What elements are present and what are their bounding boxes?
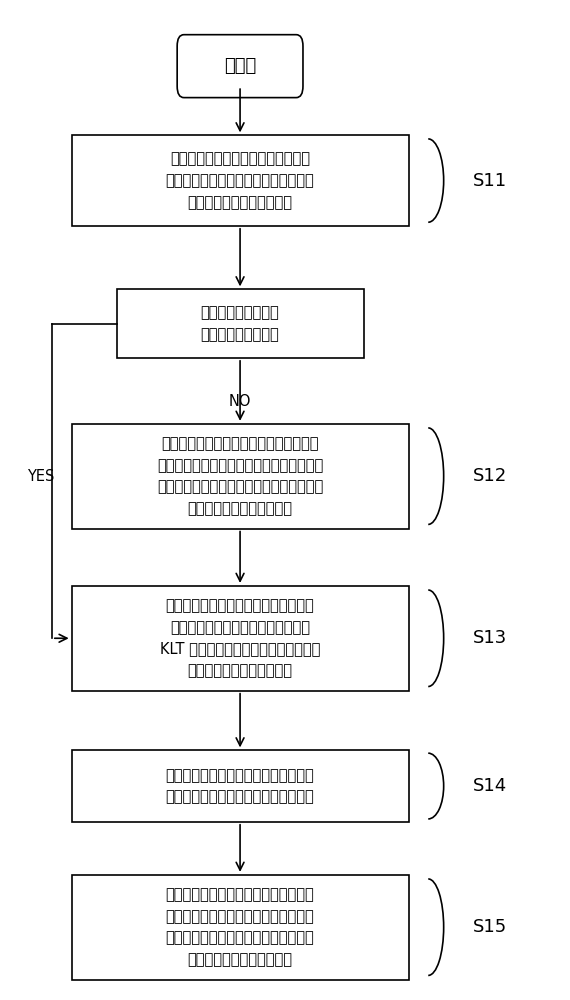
Bar <box>72 586 409 691</box>
Text: 优化当前帧能观测到的所有三维特征点
的坐标，使得三维特征点在所有观测到
它的关键帧中，直接投影的坐标和实际
成像位置的误差平方和最小: 优化当前帧能观测到的所有三维特征点 的坐标，使得三维特征点在所有观测到 它的关键… <box>166 887 315 967</box>
Bar <box>72 875 409 980</box>
Text: 用高斯－牛顿迭代算法最小化当前帧
和参考帧之间的边沿点加权灰度残差，
获得当前帧位姿的初始估计: 用高斯－牛顿迭代算法最小化当前帧 和参考帧之间的边沿点加权灰度残差， 获得当前帧… <box>166 151 315 210</box>
Text: 根据当前帧位姿的初始估计，将地图中
的三维特征点投影到当前帧，并通过
KLT 算法在图像中投影点附近找到这些
三维特征点的实际成像位置: 根据当前帧位姿的初始估计，将地图中 的三维特征点投影到当前帧，并通过 KLT 算… <box>160 598 320 678</box>
Text: S12: S12 <box>473 467 507 485</box>
Text: YES: YES <box>27 469 54 484</box>
Text: 上步参与加权的边沿
点数目大于给定阈值: 上步参与加权的边沿 点数目大于给定阈值 <box>201 305 279 342</box>
Text: S14: S14 <box>473 777 507 795</box>
Bar <box>72 424 409 529</box>
Text: NO: NO <box>229 394 251 409</box>
Bar <box>72 135 409 226</box>
Text: S11: S11 <box>473 172 507 190</box>
FancyBboxPatch shape <box>177 35 303 98</box>
Bar <box>116 289 364 358</box>
Text: S15: S15 <box>473 918 507 936</box>
Text: 用高斯－牛顿迭代算法最小化当前帧和前
一帧之间的角点灰度残差，获得当前帧位姿
的初始估计，并将当前帧选定为新的关键帧
作为后续图像对齐的参考帧: 用高斯－牛顿迭代算法最小化当前帧和前 一帧之间的角点灰度残差，获得当前帧位姿 的… <box>157 436 323 516</box>
Text: 通过最小化重投影误差优化当前帧的位
姿，得到当前帧的位姿的最终估计结果: 通过最小化重投影误差优化当前帧的位 姿，得到当前帧的位姿的最终估计结果 <box>166 768 315 804</box>
Text: 新图像: 新图像 <box>224 57 256 75</box>
Bar <box>72 750 409 822</box>
Text: S13: S13 <box>473 629 507 647</box>
